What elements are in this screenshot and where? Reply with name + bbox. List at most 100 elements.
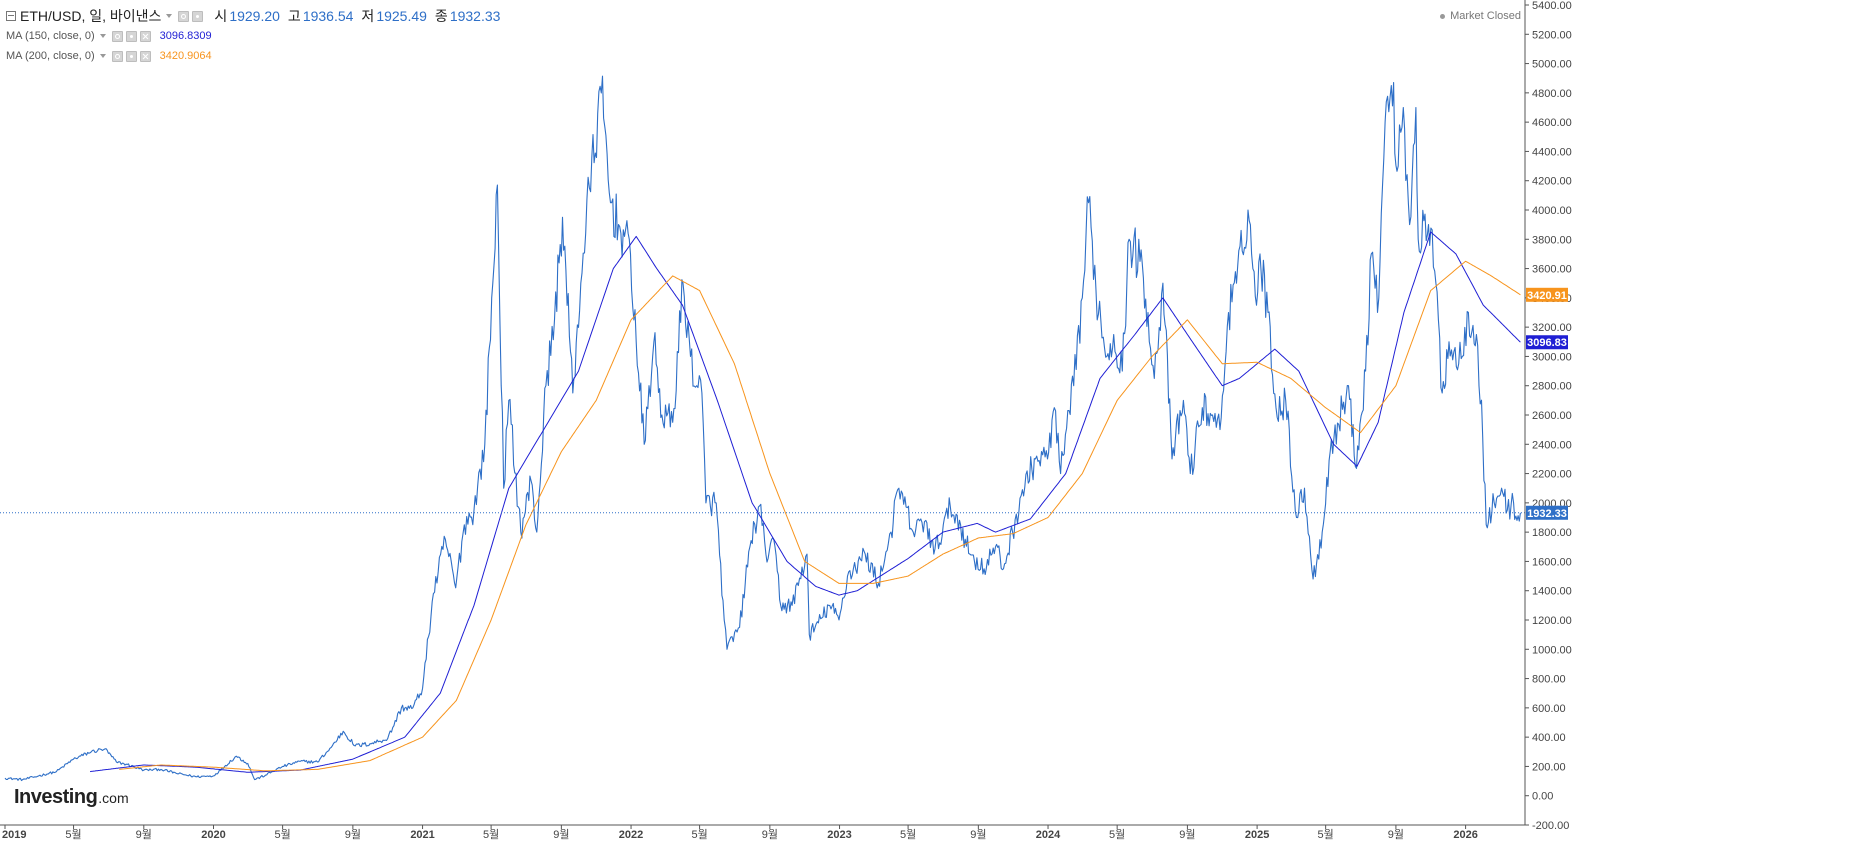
brand-logo: Investing .com: [14, 786, 129, 809]
chevron-down-icon[interactable]: [166, 14, 173, 18]
x-tick-label: 5월: [1318, 828, 1334, 841]
y-tick-label: 4600.00: [1532, 117, 1572, 129]
x-tick-label: 5월: [274, 828, 290, 841]
ma150-value: 3096.8309: [159, 30, 212, 42]
y-tick-label: 3800.00: [1532, 234, 1572, 246]
series-layer: [4, 75, 1521, 782]
market-status-text: Market Closed: [1450, 10, 1521, 22]
x-tick-label: 9월: [553, 828, 569, 841]
price-axis[interactable]: -200.00 0.00 200.00 400.00 600.00 800.00 1000.…: [1524, 0, 1572, 832]
y-tick-label: 1600.00: [1532, 556, 1572, 568]
y-tick-label: -200.00: [1532, 820, 1569, 832]
current-price-tag-bg: [1526, 505, 1568, 520]
ma200-price-tag: 3420.91: [1526, 287, 1568, 302]
open-label: 시: [214, 8, 228, 24]
x-tick-label: 9월: [345, 828, 361, 841]
ma200-price-tag-bg: [1526, 287, 1568, 302]
y-tick-label: 2200.00: [1532, 469, 1572, 481]
high-value: 1936.54: [302, 8, 354, 24]
x-tick-label: 2020: [201, 829, 225, 841]
market-status: Market Closed: [1440, 10, 1521, 22]
x-tick-label: 2022: [619, 829, 643, 841]
x-tick-label: 2026: [1453, 829, 1477, 841]
x-tick-label: 9월: [136, 828, 152, 841]
x-tick-label: 5월: [483, 828, 499, 841]
current-price-tag-text: 1932.33: [1527, 508, 1567, 520]
x-tick-label: 2021: [410, 829, 434, 841]
y-tick-label: 4200.00: [1532, 176, 1572, 188]
y-tick-label: 1400.00: [1532, 586, 1572, 598]
x-tick-label: 9월: [762, 828, 778, 841]
low-value: 1925.49: [376, 8, 427, 24]
close-label: 종: [434, 8, 448, 24]
ma150-series-line: [90, 231, 1521, 773]
y-tick-label: 600.00: [1532, 703, 1566, 715]
ma200-price-tag-text: 3420.91: [1527, 290, 1567, 302]
x-tick-label: 5월: [900, 828, 916, 841]
y-tick-label: 800.00: [1532, 674, 1566, 686]
close-icon[interactable]: [139, 30, 151, 42]
brand-main: Investing: [14, 786, 98, 808]
x-tick-label: 5월: [1109, 828, 1125, 841]
high-label: 고: [287, 8, 301, 24]
y-tick-label: 4000.00: [1532, 205, 1572, 217]
y-tick-label: 1000.00: [1532, 644, 1572, 656]
y-tick-label: 400.00: [1532, 732, 1566, 744]
symbol-row: ETH/USD, 일, 바이낸스 시 1929.20 고 1936.54 저 1…: [6, 6, 500, 26]
y-tick-label: 1200.00: [1532, 615, 1572, 627]
close-value: 1932.33: [449, 8, 501, 24]
y-tick-label: 2400.00: [1532, 439, 1572, 451]
y-tick-label: 200.00: [1532, 761, 1566, 773]
y-tick-label: 3200.00: [1532, 322, 1572, 334]
chevron-down-icon[interactable]: [99, 34, 106, 38]
time-axis[interactable]: 2019 5월 9월 2020 5월 9월 2021 5월 9월 2022 5월 9월 2023 5월 9월…: [0, 824, 1525, 841]
ma150-label[interactable]: MA (150, close, 0): [6, 30, 95, 42]
y-tick-label: 4400.00: [1532, 146, 1572, 158]
y-tick-label: 2600.00: [1532, 410, 1572, 422]
low-label: 저: [361, 8, 375, 24]
ma150-price-tag-text: 3096.83: [1527, 337, 1567, 349]
price-tags: 3420.91 3096.83 1932.33: [1526, 287, 1568, 520]
y-tick-label: 5400.00: [1532, 0, 1572, 12]
y-tick-label: 5200.00: [1532, 29, 1572, 41]
ma150-price-tag: 3096.83: [1526, 335, 1568, 350]
close-icon[interactable]: [139, 50, 151, 62]
brand-suffix: .com: [98, 790, 129, 806]
gear-icon[interactable]: [125, 50, 137, 62]
x-tick-label: 9월: [1179, 828, 1195, 841]
current-price-tag: 1932.33: [1526, 505, 1568, 520]
eye-icon[interactable]: [178, 10, 190, 22]
y-tick-label: 1800.00: [1532, 527, 1572, 539]
ma200-label[interactable]: MA (200, close, 0): [6, 50, 95, 62]
x-tick-label: 9월: [1388, 828, 1404, 841]
ma200-value: 3420.9064: [159, 50, 212, 62]
x-tick-label: 2025: [1245, 829, 1269, 841]
symbol-title[interactable]: ETH/USD, 일, 바이낸스: [20, 8, 162, 24]
x-tick-label: 9월: [970, 828, 986, 841]
gear-icon[interactable]: [192, 10, 204, 22]
collapse-icon[interactable]: [6, 11, 16, 21]
status-dot-icon: [1440, 13, 1446, 19]
x-tick-label: 5월: [65, 828, 81, 841]
chevron-down-icon[interactable]: [99, 54, 106, 58]
x-tick-label: 5월: [691, 828, 707, 841]
x-tick-label: 2024: [1036, 829, 1061, 841]
gear-icon[interactable]: [125, 30, 137, 42]
ma150-row: MA (150, close, 0) 3096.8309: [6, 26, 500, 46]
x-tick-label: 2023: [827, 829, 851, 841]
eye-icon[interactable]: [111, 30, 123, 42]
ma200-series-line: [119, 260, 1521, 772]
price-series-line: [4, 75, 1521, 782]
y-tick-label: 3000.00: [1532, 351, 1572, 363]
y-tick-label: 4800.00: [1532, 88, 1572, 100]
y-tick-label: 5000.00: [1532, 59, 1572, 71]
open-value: 1929.20: [229, 8, 280, 24]
eye-icon[interactable]: [111, 50, 123, 62]
y-tick-label: 2800.00: [1532, 381, 1572, 393]
x-tick-label: 2019: [2, 829, 26, 841]
y-tick-label: 0.00: [1532, 791, 1553, 803]
ma150-price-tag-bg: [1526, 335, 1568, 350]
ma200-row: MA (200, close, 0) 3420.9064: [6, 46, 500, 66]
